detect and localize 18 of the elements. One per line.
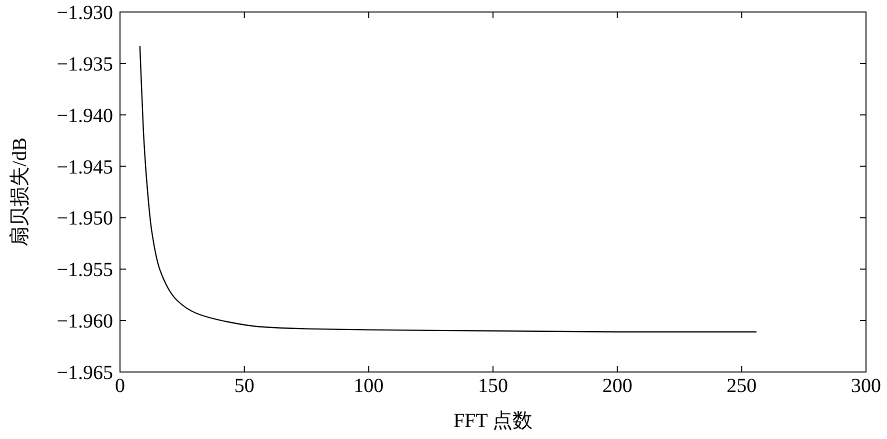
y-axis-title: 扇贝损失/dB (9, 138, 31, 246)
x-tick-label: 300 (851, 375, 881, 397)
x-axis-title: FFT 点数 (453, 410, 533, 432)
line-series (139, 45, 758, 332)
y-tick-label: −1.930 (56, 2, 113, 24)
y-tick-label: −1.960 (56, 310, 113, 333)
x-tick-label: 0 (115, 375, 125, 397)
y-tick-label: −1.945 (56, 156, 113, 178)
x-tick-label: 200 (602, 375, 632, 397)
y-tick-label: −1.955 (56, 259, 113, 282)
y-tick-label: −1.935 (56, 53, 113, 76)
y-tick-label: −1.950 (56, 208, 113, 230)
x-tick-label: 150 (478, 375, 508, 397)
y-tick-label: −1.940 (56, 104, 113, 127)
x-tick-label: 100 (354, 375, 384, 397)
x-tick-label: 250 (726, 375, 757, 397)
y-tick-label: −1.965 (56, 362, 113, 384)
x-tick-label: 50 (234, 375, 254, 397)
